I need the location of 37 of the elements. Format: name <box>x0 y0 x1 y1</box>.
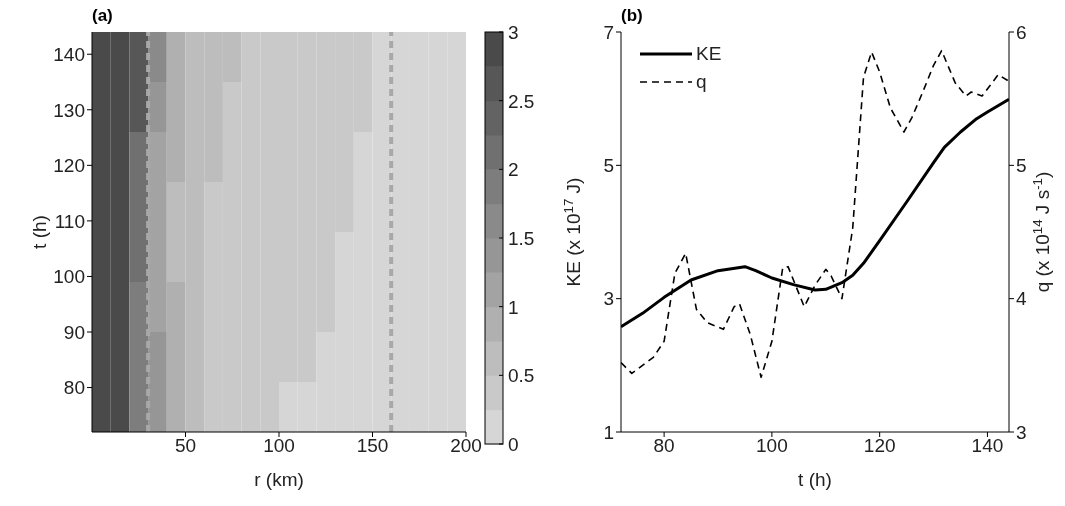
y-tick-label: 1 <box>603 421 614 443</box>
color-bar-label: 1 <box>508 296 519 318</box>
x-axis-title: t (h) <box>798 469 832 490</box>
y-tick-label: 100 <box>53 266 85 288</box>
y-tick-label: 5 <box>603 155 614 177</box>
color-bar-label: 0.5 <box>508 365 535 387</box>
x-tick-label: 80 <box>653 435 675 457</box>
y-tick-label: 7 <box>603 21 614 43</box>
y-tick-label: 3 <box>603 288 614 310</box>
legend-label: q <box>696 71 707 93</box>
x-tick-label: 100 <box>263 435 295 457</box>
y2-tick-label: 6 <box>1016 21 1027 43</box>
y-tick-label: 120 <box>53 155 85 177</box>
color-bar-label: 1.5 <box>508 228 535 249</box>
y-tick-label: 80 <box>63 377 85 399</box>
x-tick-label: 140 <box>971 435 1004 457</box>
y-axis-title: t (h) <box>29 215 50 249</box>
color-bar-label: 0 <box>508 434 519 455</box>
y-tick-label: 140 <box>53 43 85 65</box>
y-tick-label: 110 <box>54 210 85 232</box>
chart-title: (b) <box>621 6 643 26</box>
x-tick-label: 200 <box>450 435 482 457</box>
x-tick-label: 50 <box>174 435 197 457</box>
x-tick-label: 100 <box>756 435 788 457</box>
legend-label: KE <box>696 43 722 65</box>
x-tick-label: 150 <box>356 435 389 457</box>
y2-tick-label: 5 <box>1016 155 1027 177</box>
x-tick-label: 120 <box>863 435 896 457</box>
color-bar-label: 2 <box>508 159 519 181</box>
color-bar-label: 3 <box>508 22 519 43</box>
y2-tick-label: 3 <box>1016 421 1027 443</box>
x-axis-title: r (km) <box>254 469 304 490</box>
y2-tick-label: 4 <box>1016 288 1027 310</box>
y-tick-label: 90 <box>63 321 85 343</box>
chart-title: (a) <box>92 6 113 26</box>
y-tick-label: 130 <box>53 99 85 121</box>
color-bar-label: 2.5 <box>508 90 535 112</box>
